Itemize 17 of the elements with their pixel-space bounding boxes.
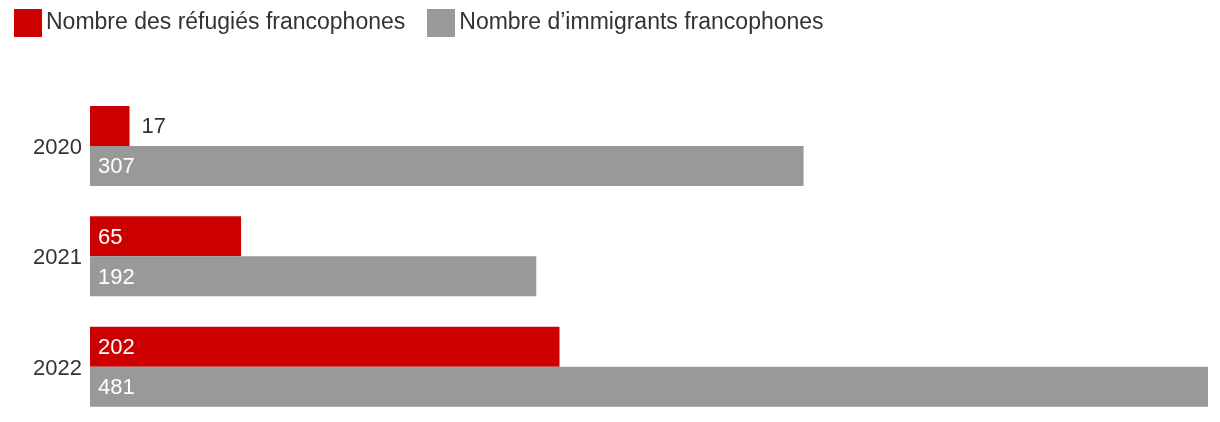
- bar: [90, 105, 130, 146]
- y-tick-label: 2021: [33, 244, 82, 270]
- y-tick-label: 2022: [33, 354, 82, 380]
- data-label: 65: [98, 223, 123, 249]
- y-tick-label: 2020: [33, 133, 82, 159]
- legend-label: Nombre des réfugiés francophones: [46, 8, 406, 34]
- data-label: 17: [141, 113, 166, 139]
- legend-label: Nombre d’immigrants francophones: [459, 8, 824, 34]
- data-label: 307: [98, 153, 135, 179]
- bar: [90, 326, 560, 367]
- bar: [90, 366, 1208, 407]
- bar: [90, 256, 537, 297]
- data-label: 192: [98, 263, 135, 289]
- bar: [90, 145, 804, 186]
- bar: [90, 216, 242, 257]
- data-label: 202: [98, 334, 135, 360]
- data-label: 481: [98, 374, 135, 400]
